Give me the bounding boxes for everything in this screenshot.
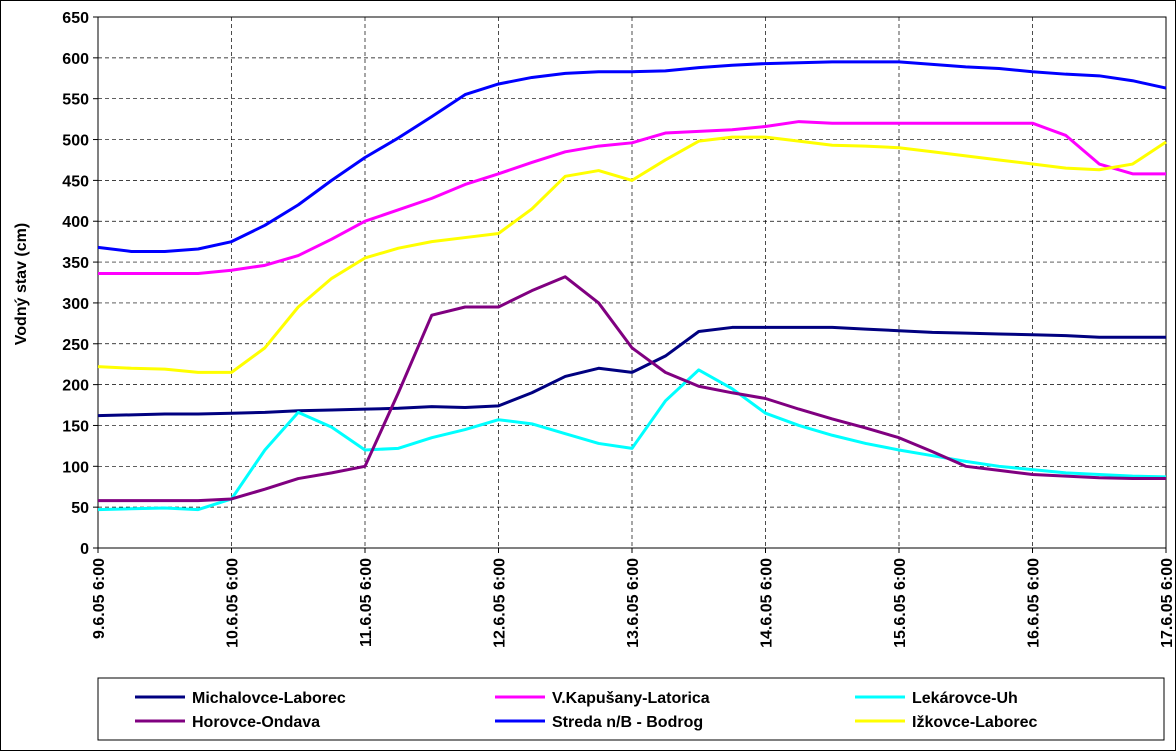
legend-label: Ižkovce-Laborec <box>912 714 1037 731</box>
y-axis-label: Vodný stav (cm) <box>13 223 30 345</box>
legend-label: Horovce-Ondava <box>192 714 320 731</box>
y-tick-label: 300 <box>62 296 89 313</box>
y-tick-label: 550 <box>62 92 89 109</box>
x-tick-label: 16.6.05 6:00 <box>1026 558 1043 648</box>
y-tick-label: 150 <box>62 418 89 435</box>
legend-label: V.Kapušany-Latorica <box>552 690 710 707</box>
y-tick-label: 250 <box>62 337 89 354</box>
legend-box <box>97 677 1165 741</box>
legend-label: Streda n/B - Bodrog <box>552 714 703 731</box>
series-line <box>97 368 1167 512</box>
series-line <box>97 135 1167 374</box>
y-tick-label: 450 <box>62 173 89 190</box>
legend-label: Michalovce-Laborec <box>192 690 346 707</box>
y-tick-label: 0 <box>80 541 89 558</box>
y-tick-label: 600 <box>62 51 89 68</box>
y-tick-label: 350 <box>62 255 89 272</box>
y-tick-label: 500 <box>62 133 89 150</box>
x-tick-label: 11.6.05 6:00 <box>358 558 375 647</box>
series-line <box>98 120 1166 276</box>
x-tick-label: 13.6.05 6:00 <box>625 558 642 648</box>
y-tick-label: 650 <box>62 10 89 27</box>
legend-label: Lekárovce-Uh <box>912 690 1018 707</box>
series-line <box>97 60 1167 253</box>
x-tick-label: 12.6.05 6:00 <box>492 558 509 648</box>
x-tick-label: 14.6.05 6:00 <box>759 558 776 648</box>
y-tick-label: 100 <box>62 459 89 476</box>
series-line <box>97 325 1166 418</box>
y-tick-label: 200 <box>62 378 89 395</box>
y-tick-label: 400 <box>62 214 89 231</box>
series-line <box>98 275 1166 503</box>
x-tick-label: 10.6.05 6:00 <box>225 558 242 648</box>
x-tick-label: 17.6.05 6:00 <box>1159 558 1176 648</box>
y-tick-label: 50 <box>71 500 89 517</box>
x-tick-label: 15.6.05 6:00 <box>892 558 909 648</box>
x-tick-label: 9.6.05 6:00 <box>91 558 108 639</box>
